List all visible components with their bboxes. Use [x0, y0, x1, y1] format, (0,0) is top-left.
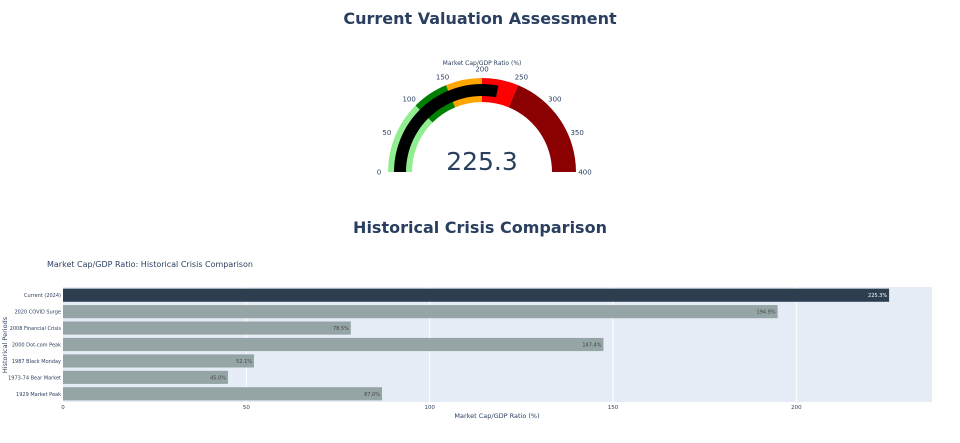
bar	[63, 387, 382, 401]
x-tick-label: 0	[61, 405, 65, 411]
x-axis-title: Market Cap/GDP Ratio (%)	[454, 412, 539, 420]
x-tick-label: 200	[791, 405, 802, 411]
crisis-comparison-chart: Market Cap/GDP Ratio: Historical Crisis …	[1, 260, 932, 420]
gauge-tick-label: 300	[548, 96, 561, 104]
gauge-tick-label: 350	[570, 129, 583, 137]
bar	[63, 321, 351, 335]
x-tick-label: 100	[424, 405, 435, 411]
y-tick-label: 1973-74 Bear Market	[8, 375, 61, 381]
gauge-tick-label: 50	[382, 129, 391, 137]
bar	[63, 370, 228, 384]
bar	[63, 337, 604, 352]
gauge-value-bar	[394, 84, 500, 172]
bar-value-label: 78.5%	[333, 326, 349, 332]
bar-value-label: 45.0%	[210, 375, 226, 381]
x-tick-label: 50	[243, 405, 250, 411]
y-tick-label: 1929 Market Peak	[16, 392, 61, 398]
history-section-title: Historical Crisis Comparison	[353, 218, 607, 237]
y-axis-title: Historical Periods	[1, 316, 9, 373]
bar	[63, 354, 255, 368]
gauge-tick-label: 400	[578, 169, 591, 177]
y-tick-label: 2008 Financial Crisis	[10, 326, 62, 332]
bar	[63, 305, 778, 319]
bar	[63, 288, 890, 302]
gauge-tick-label: 200	[475, 66, 488, 74]
x-tick-label: 150	[608, 405, 619, 411]
gauge-tick-label: 150	[436, 73, 449, 81]
y-tick-label: Current (2024)	[24, 293, 61, 299]
gauge-tick-label: 250	[515, 73, 528, 81]
y-tick-label: 1987 Black Monday	[12, 359, 61, 365]
gauge-threshold-line	[495, 81, 502, 102]
bar-value-label: 52.1%	[236, 359, 252, 365]
valuation-gauge: Market Cap/GDP Ratio (%) 0 50 100 150 200 250…	[377, 60, 592, 177]
y-tick-label: 2020 COVID Surge	[14, 310, 61, 316]
valuation-section-title: Current Valuation Assessment	[343, 9, 617, 28]
bar-value-label: 147.4%	[582, 343, 601, 349]
gauge-value: 225.3	[446, 147, 518, 176]
gauge-tick-label: 0	[377, 169, 381, 177]
bar-value-label: 87.0%	[364, 392, 380, 398]
y-tick-label: 2000 Dot-com Peak	[12, 343, 61, 349]
bar-value-label: 194.9%	[757, 310, 776, 316]
gauge-tick-label: 100	[402, 96, 415, 104]
bar-chart-title: Market Cap/GDP Ratio: Historical Crisis …	[47, 260, 253, 269]
gauge-step-4	[508, 85, 576, 172]
gauge-title: Market Cap/GDP Ratio (%)	[443, 60, 522, 67]
bar-value-label: 225.3%	[868, 293, 887, 299]
